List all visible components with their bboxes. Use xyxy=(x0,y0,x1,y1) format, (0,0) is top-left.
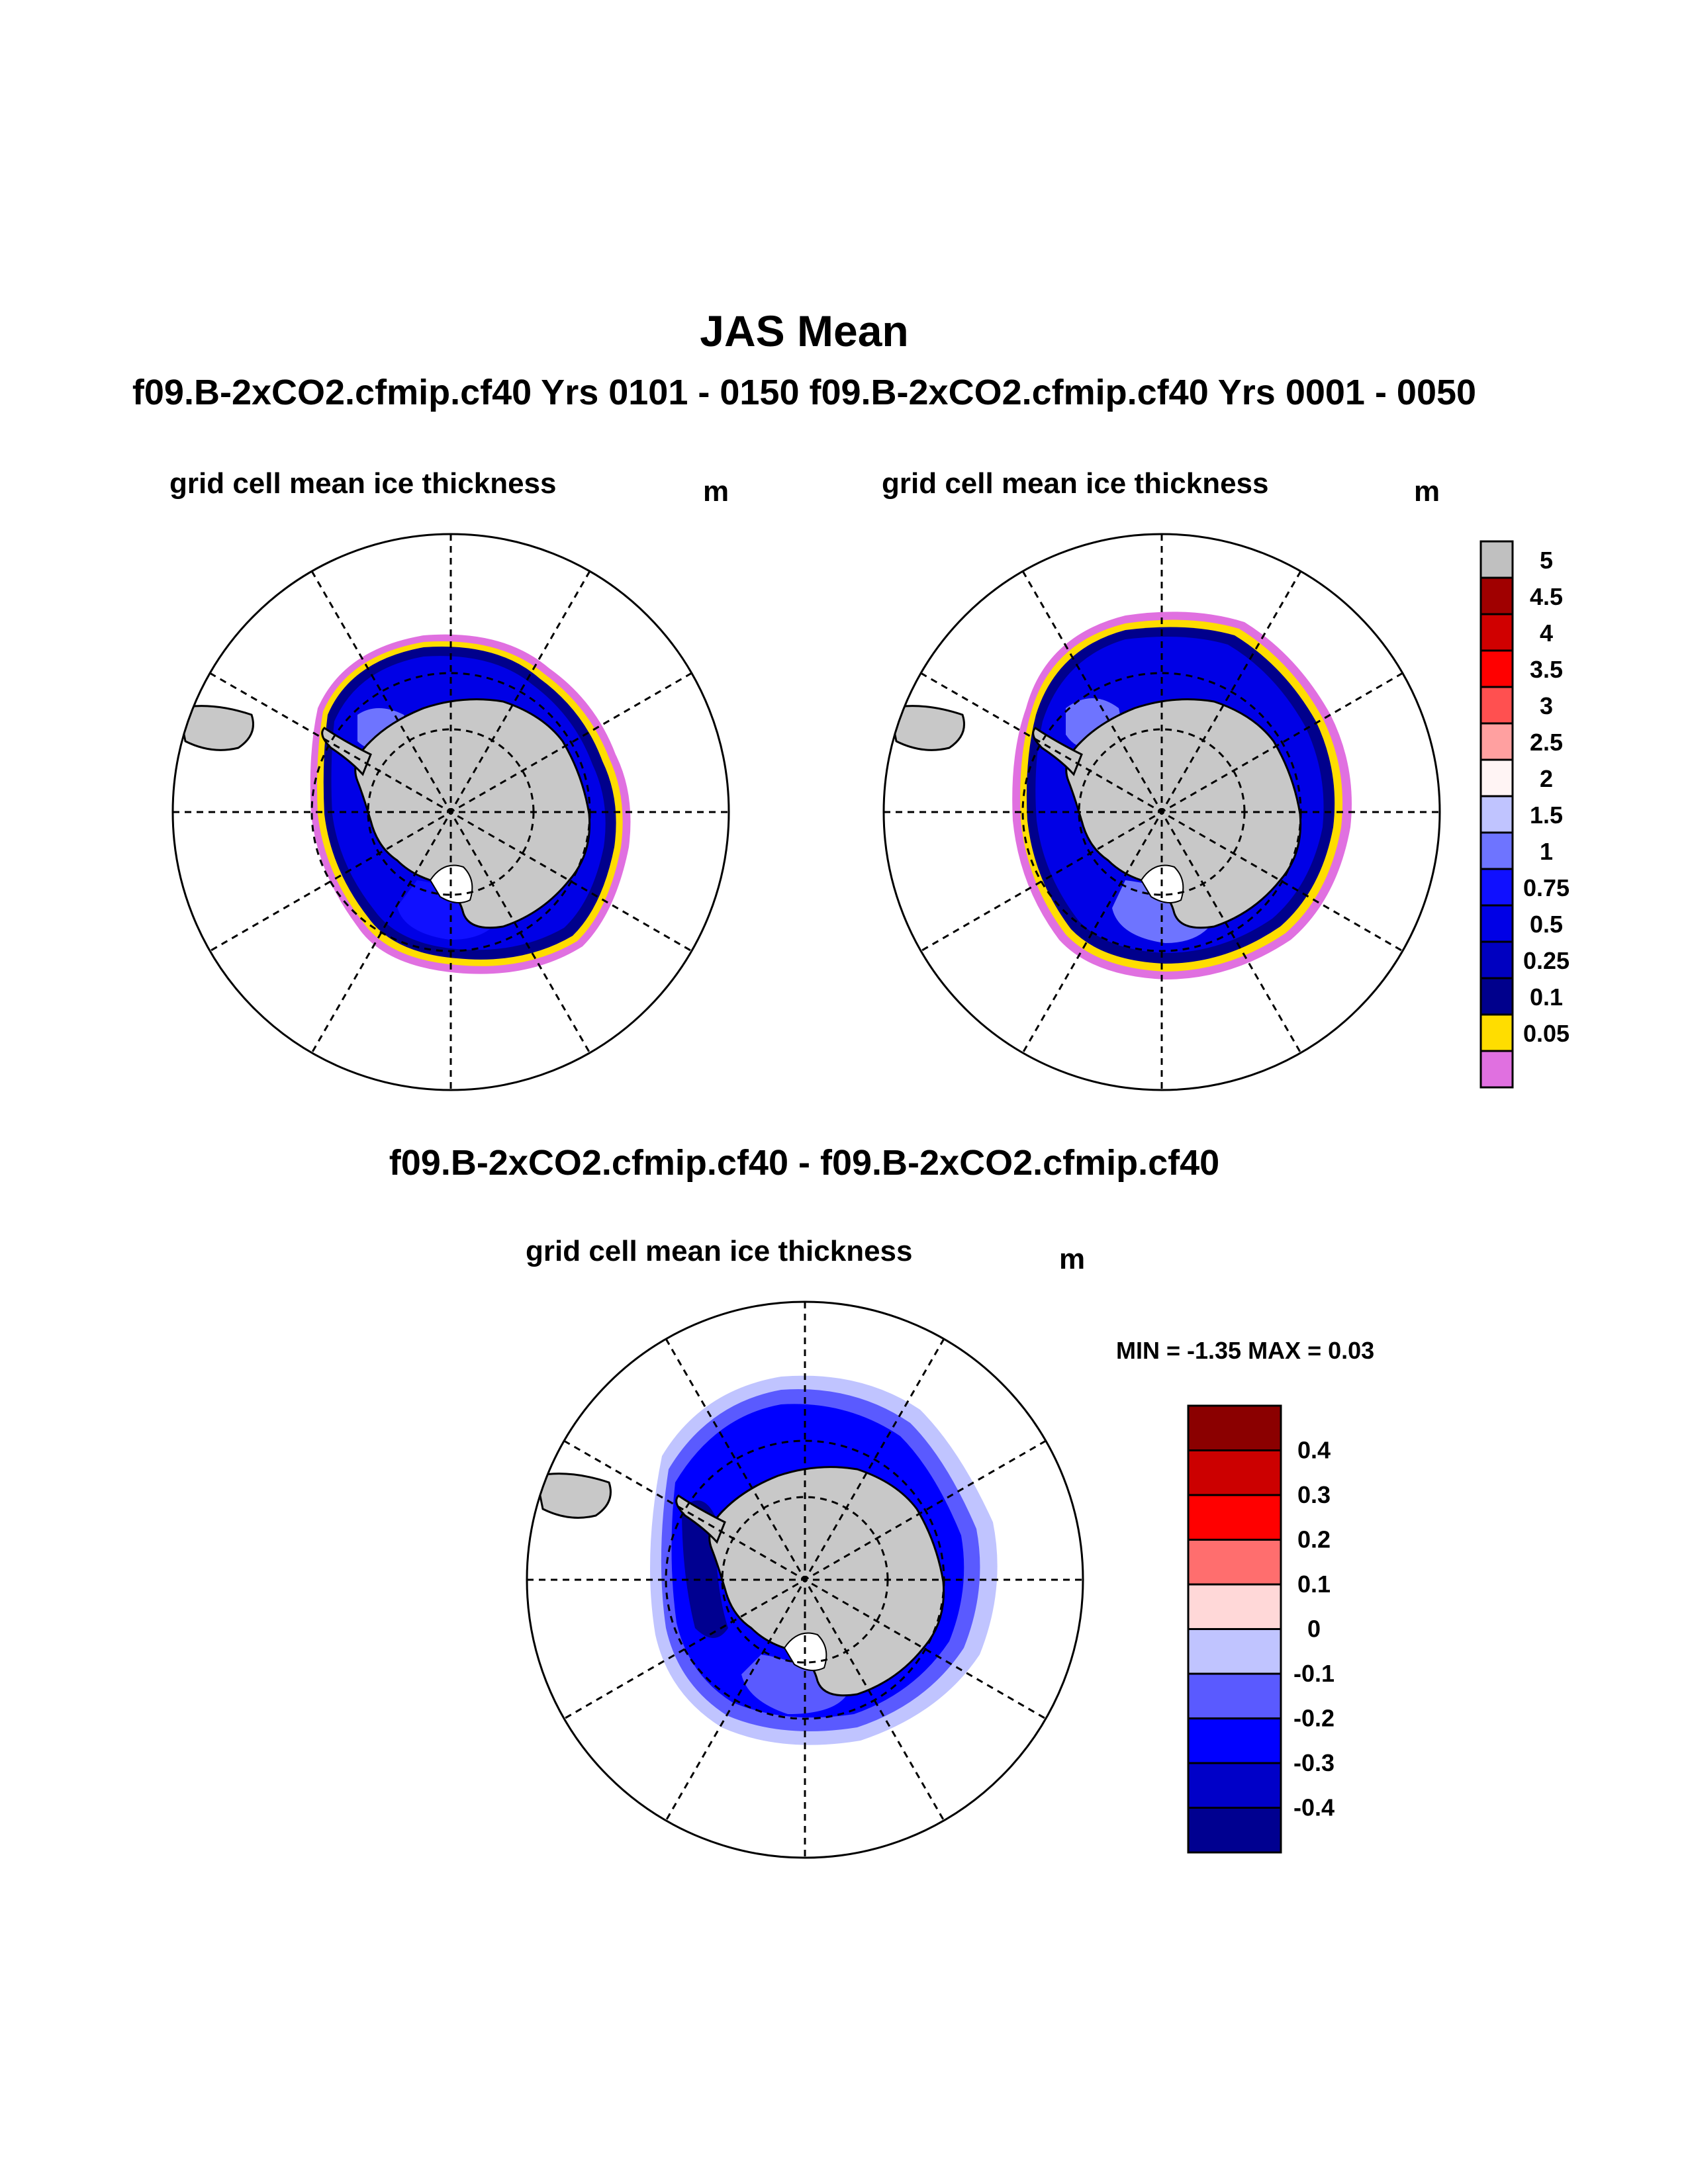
difference-colorbar-swatch xyxy=(1187,1672,1282,1719)
difference-colorbar-swatch xyxy=(1187,1807,1282,1854)
thickness-colorbar-swatch xyxy=(1479,904,1514,943)
thickness-colorbar-label: 0.05 xyxy=(1523,1020,1570,1047)
thickness-colorbar-label: 4.5 xyxy=(1530,583,1563,610)
left-panel-units: m xyxy=(703,475,729,508)
thickness-colorbar-swatch xyxy=(1479,940,1514,979)
diff-darkest-band xyxy=(682,1500,728,1638)
diff-header: f09.B-2xCO2.cfmip.cf40 - f09.B-2xCO2.cfm… xyxy=(389,1143,1220,1183)
runs-header: f09.B-2xCO2.cfmip.cf40 Yrs 0101 - 0150 f… xyxy=(132,373,1477,412)
difference-colorbar-swatch xyxy=(1187,1583,1282,1630)
main-title: JAS Mean xyxy=(700,306,909,355)
difference-colorbar-swatch xyxy=(1187,1494,1282,1541)
thickness-colorbar-label: 1.5 xyxy=(1530,801,1563,829)
right-panel-units: m xyxy=(1414,475,1440,508)
difference-colorbar-label: 0.2 xyxy=(1297,1526,1331,1553)
thickness-colorbar-swatch xyxy=(1479,977,1514,1016)
antarctica-land xyxy=(708,1466,945,1697)
south-america xyxy=(177,705,254,751)
difference-colorbar-label: -0.4 xyxy=(1293,1794,1335,1821)
difference-colorbar-swatch xyxy=(1187,1628,1282,1675)
antarctica-land xyxy=(1065,698,1302,929)
thickness-colorbar-swatch xyxy=(1479,1050,1514,1089)
thickness-colorbar-label: 3.5 xyxy=(1530,656,1563,683)
thickness-colorbar-label: 2 xyxy=(1540,765,1553,792)
south-america xyxy=(535,1473,612,1519)
difference-colorbar-swatch xyxy=(1187,1449,1282,1496)
difference-colorbar-swatch xyxy=(1187,1717,1282,1764)
right-panel-title: grid cell mean ice thickness xyxy=(882,467,1269,500)
thickness-colorbar-swatch xyxy=(1479,758,1514,797)
thickness-colorbar-label: 1 xyxy=(1540,838,1553,865)
difference-colorbar-label: 0.3 xyxy=(1297,1481,1331,1508)
thickness-colorbar-label: 2.5 xyxy=(1530,729,1563,756)
thickness-colorbar-label: 4 xyxy=(1540,619,1553,647)
diff-weaker-ross xyxy=(741,1655,847,1714)
difference-colorbar-label: 0.1 xyxy=(1297,1570,1331,1598)
thickness-colorbar-label: 0.1 xyxy=(1530,983,1563,1011)
difference-colorbar-label: -0.3 xyxy=(1293,1749,1335,1776)
thickness-colorbar-label: 0.25 xyxy=(1523,947,1570,974)
thickness-colorbar-swatch xyxy=(1479,613,1514,652)
south-america xyxy=(888,705,965,751)
thickness-colorbar-label: 5 xyxy=(1540,547,1553,574)
thickness-colorbar-swatch xyxy=(1479,1013,1514,1052)
difference-colorbar-swatch xyxy=(1187,1539,1282,1586)
thickness-colorbar-label: 3 xyxy=(1540,692,1553,719)
thickness-colorbar-label: 0.5 xyxy=(1530,911,1563,938)
difference-colorbar-label: 0.4 xyxy=(1297,1437,1331,1464)
antarctica-land xyxy=(354,698,591,929)
thickness-colorbar-swatch xyxy=(1479,831,1514,870)
left-panel-title: grid cell mean ice thickness xyxy=(169,467,557,500)
thickness-colorbar-swatch xyxy=(1479,795,1514,834)
difference-colorbar-label: 0 xyxy=(1307,1615,1321,1643)
min-max-readout: MIN = -1.35 MAX = 0.03 xyxy=(1116,1337,1375,1364)
thickness-colorbar-swatch xyxy=(1479,686,1514,725)
thickness-colorbar-label: 0.75 xyxy=(1523,874,1570,901)
difference-colorbar-label: -0.1 xyxy=(1293,1660,1335,1687)
difference-colorbar-label: -0.2 xyxy=(1293,1705,1335,1732)
diff-panel-title: grid cell mean ice thickness xyxy=(526,1235,913,1267)
difference-colorbar-swatch xyxy=(1187,1404,1282,1451)
diff-panel-units: m xyxy=(1059,1243,1086,1275)
difference-colorbar-swatch xyxy=(1187,1762,1282,1809)
